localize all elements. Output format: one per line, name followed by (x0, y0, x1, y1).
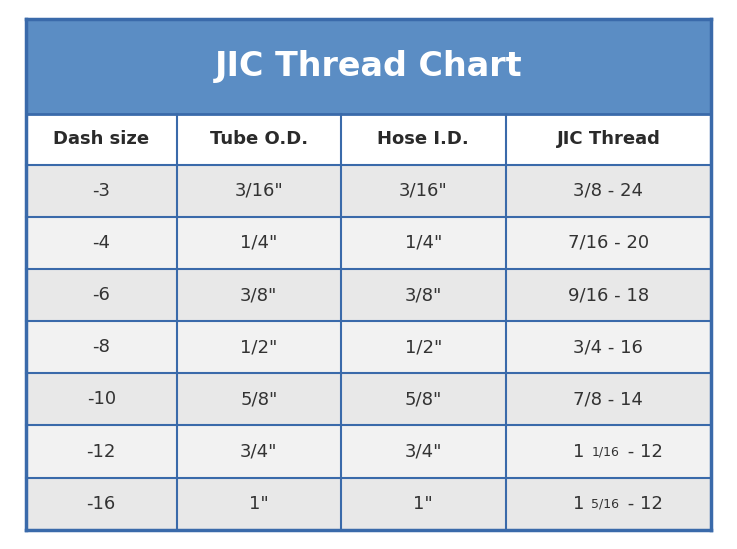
Text: - 12: - 12 (621, 495, 663, 513)
Text: - 12: - 12 (621, 442, 663, 461)
Text: 1": 1" (413, 495, 433, 513)
Text: -3: -3 (92, 182, 111, 200)
Text: 7/8 - 14: 7/8 - 14 (573, 390, 643, 408)
Text: 1/4": 1/4" (405, 234, 442, 252)
Bar (26, 217, 711, 269)
Text: 3/16": 3/16" (234, 182, 283, 200)
Text: JIC Thread: JIC Thread (556, 130, 660, 148)
Text: 9/16 - 18: 9/16 - 18 (567, 286, 649, 304)
Bar (26, 425, 711, 478)
Text: -10: -10 (87, 390, 116, 408)
Bar (26, 165, 711, 217)
Text: 5/8": 5/8" (405, 390, 442, 408)
Text: -16: -16 (86, 495, 116, 513)
Text: 1": 1" (249, 495, 269, 513)
Text: 3/4 - 16: 3/4 - 16 (573, 338, 643, 356)
Text: -6: -6 (92, 286, 110, 304)
Bar (26, 19, 711, 114)
Text: JIC Thread Chart: JIC Thread Chart (214, 50, 523, 83)
Text: 1: 1 (573, 442, 590, 461)
Text: 3/8": 3/8" (240, 286, 278, 304)
Bar (26, 321, 711, 373)
Text: 3/8 - 24: 3/8 - 24 (573, 182, 643, 200)
Bar (26, 373, 711, 425)
Text: -12: -12 (86, 442, 116, 461)
Bar (26, 269, 711, 321)
Text: 5/8": 5/8" (240, 390, 278, 408)
Text: 7/16 - 20: 7/16 - 20 (567, 234, 649, 252)
Text: Tube O.D.: Tube O.D. (210, 130, 308, 148)
Text: -8: -8 (92, 338, 110, 356)
Text: Dash size: Dash size (53, 130, 150, 148)
Text: 3/4": 3/4" (240, 442, 278, 461)
Bar (26, 478, 711, 530)
Text: -4: -4 (92, 234, 111, 252)
Text: 1: 1 (573, 495, 590, 513)
Text: 5/16: 5/16 (591, 497, 619, 510)
Text: 1/4": 1/4" (240, 234, 278, 252)
Text: 3/16": 3/16" (399, 182, 447, 200)
Text: 1/2": 1/2" (240, 338, 278, 356)
Bar (26, 114, 711, 165)
Text: 1/2": 1/2" (405, 338, 442, 356)
Text: Hose I.D.: Hose I.D. (377, 130, 469, 148)
Text: 3/4": 3/4" (405, 442, 442, 461)
Text: 1/16: 1/16 (591, 445, 619, 458)
Text: 3/8": 3/8" (405, 286, 442, 304)
